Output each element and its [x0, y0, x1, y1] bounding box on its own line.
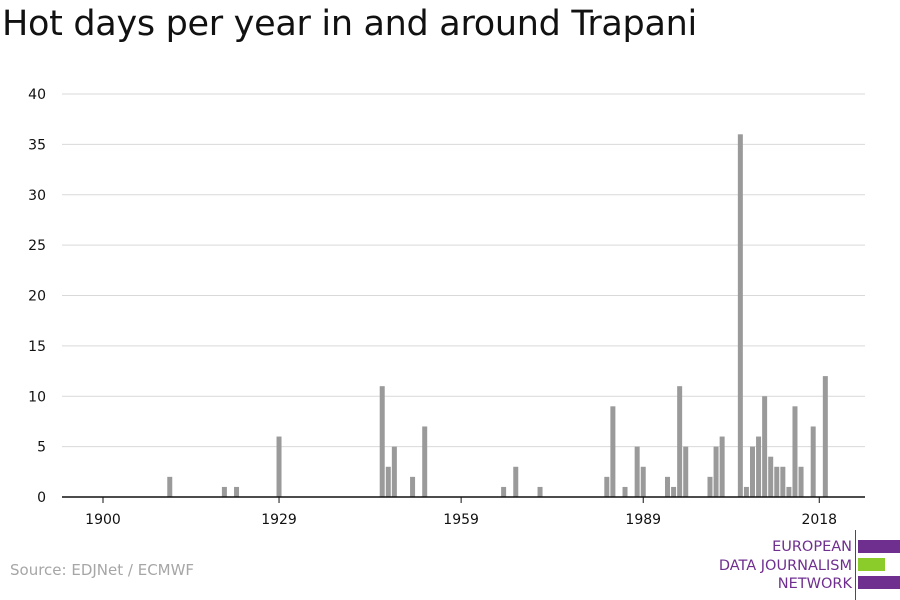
bar-2011: [774, 466, 780, 497]
bar-1948: [391, 446, 397, 497]
y-tick-label: 40: [28, 87, 46, 103]
y-tick-label: 15: [28, 339, 46, 355]
bar-1994: [671, 486, 677, 497]
bar-2014: [792, 406, 798, 497]
bar-1922: [234, 486, 240, 497]
bar-2007: [749, 446, 755, 497]
y-tick-label: 35: [28, 137, 46, 153]
bar-2009: [762, 396, 768, 497]
bar-2001: [713, 446, 719, 497]
logo-bar-purple-bottom: [858, 576, 900, 589]
bar-1968: [513, 466, 519, 497]
x-tick-label: 2018: [801, 512, 837, 528]
bar-2010: [768, 456, 774, 497]
bar-1996: [683, 446, 689, 497]
gridlines: [62, 93, 865, 448]
x-tick-label: 1929: [261, 512, 297, 528]
y-tick-label: 5: [37, 440, 46, 456]
y-tick-label: 30: [28, 188, 46, 204]
bar-2012: [780, 466, 786, 497]
logo-line-european: EUROPEAN: [772, 539, 852, 555]
y-tick-label: 20: [28, 289, 46, 305]
bar-1983: [604, 476, 610, 497]
y-tick-label: 25: [28, 238, 46, 254]
bar-1995: [677, 386, 683, 497]
y-tick-label: 0: [37, 490, 46, 506]
logo-bar-purple-top: [858, 540, 900, 553]
bar-1929: [276, 436, 282, 497]
bar-1993: [665, 476, 671, 497]
y-axis-labels: 0 5 10 15 20 25 30 35 40: [28, 87, 46, 506]
x-tick-label: 1959: [443, 512, 479, 528]
y-tick-label: 10: [28, 389, 46, 405]
bar-2015: [798, 466, 804, 497]
source-note: Source: EDJNet / ECMWF: [10, 561, 195, 579]
logo-line-data-journalism: DATA JOURNALISM: [718, 558, 852, 574]
bar-1953: [422, 426, 428, 497]
chart-title: Hot days per year in and around Trapani: [2, 4, 697, 44]
bars: [167, 134, 828, 498]
x-tick-label: 1900: [85, 512, 121, 528]
bar-chart: 0 5 10 15 20 25 30 35 40 1900 1929 1959 1989 2018: [28, 87, 865, 528]
bar-1972: [537, 486, 543, 497]
bar-2006: [743, 486, 749, 497]
bar-2005: [737, 134, 743, 498]
bar-2002: [719, 436, 725, 497]
logo-bar-green: [858, 558, 885, 571]
bar-1946: [379, 386, 385, 497]
logo-divider: [855, 530, 856, 600]
x-tick-label: 1989: [625, 512, 661, 528]
bar-2013: [786, 486, 792, 497]
bar-1989: [640, 466, 646, 497]
bar-2000: [707, 476, 713, 497]
bar-2019: [822, 376, 828, 497]
bar-1947: [385, 466, 391, 497]
bar-1984: [610, 406, 616, 497]
bar-2017: [810, 426, 816, 497]
bar-1988: [634, 446, 640, 497]
logo-line-network: NETWORK: [777, 576, 852, 592]
bar-2008: [756, 436, 762, 497]
x-axis-ticks: 1900 1929 1959 1989 2018: [85, 497, 837, 528]
bar-1986: [622, 486, 628, 497]
bar-1920: [221, 486, 227, 497]
bar-1951: [410, 476, 416, 497]
bar-1911: [167, 476, 173, 497]
edjnet-logo[interactable]: EUROPEAN DATA JOURNALISM NETWORK: [700, 530, 900, 600]
bar-1966: [501, 486, 507, 497]
